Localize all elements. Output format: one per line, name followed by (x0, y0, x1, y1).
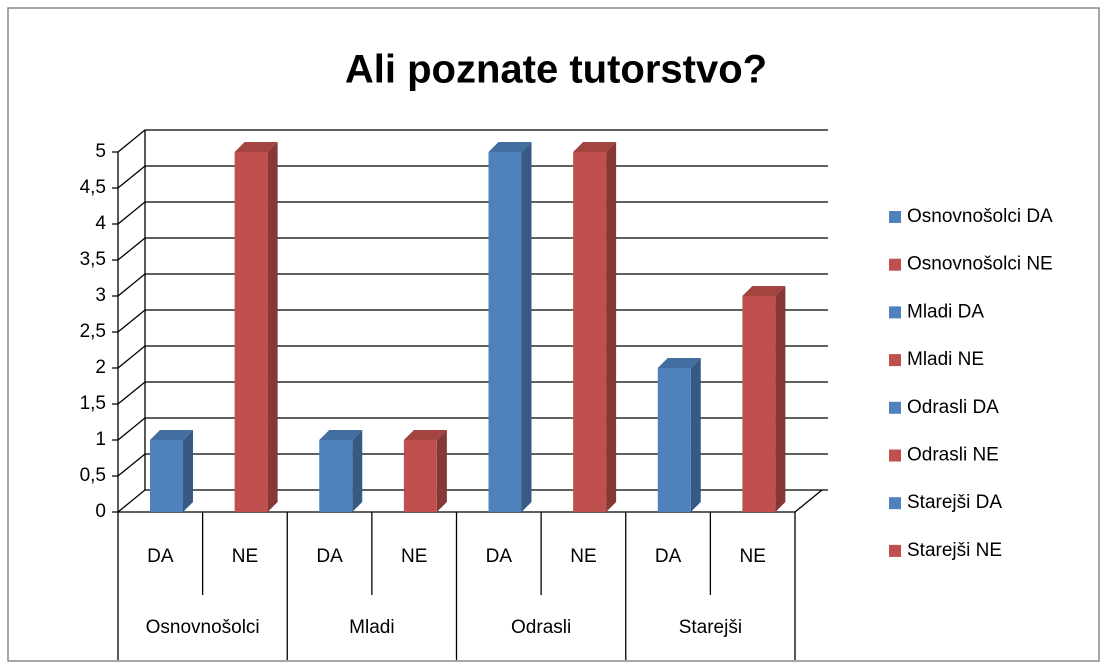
x-group-label: Mladi (349, 617, 394, 638)
bar-side (183, 430, 193, 512)
x-group-label: Starejši (679, 617, 742, 638)
y-tick-label: 1 (95, 429, 106, 450)
bar-side (267, 142, 278, 512)
legend-swatch (889, 354, 901, 367)
legend-label: Osnovnošolci DA (907, 206, 1053, 227)
x-tick-label: NE (232, 546, 258, 567)
chart-title: Ali poznate tutorstvo? (345, 48, 767, 92)
x-tick-label: NE (401, 546, 427, 567)
legend-label: Starejši DA (907, 492, 1002, 513)
x-tick-label: NE (570, 546, 596, 567)
y-tick-label: 3 (95, 285, 106, 306)
y-tick-label: 0 (95, 501, 106, 522)
grid-line (112, 237, 828, 261)
legend-swatch (889, 211, 901, 223)
bar (150, 440, 183, 512)
y-tick-label: 0,5 (80, 465, 106, 486)
legend-swatch (889, 401, 901, 414)
legend-swatch (889, 306, 901, 319)
legend-swatch (889, 497, 901, 510)
bar-top (488, 142, 532, 152)
y-tick-label: 4,5 (80, 177, 106, 198)
legend-label: Starejši NE (907, 540, 1002, 561)
grid-line (112, 129, 828, 153)
grid-line (112, 453, 828, 477)
bar-top (573, 142, 617, 152)
legend-swatch (889, 544, 901, 557)
y-tick-label: 2 (95, 357, 106, 378)
x-tick-label: DA (147, 546, 174, 567)
grid-line (112, 201, 828, 225)
bar-side (606, 142, 617, 512)
bar (742, 296, 776, 512)
x-group-label: Odrasli (511, 617, 571, 638)
bar-side (690, 358, 701, 512)
grid-line (112, 273, 828, 297)
legend-label: Osnovnošolci NE (907, 254, 1053, 275)
grid-line (112, 345, 828, 369)
chart-border (7, 7, 1100, 662)
legend-label: Odrasli NE (907, 445, 999, 466)
bar-top (319, 430, 363, 440)
bar (573, 152, 607, 512)
x-tick-label: DA (316, 546, 343, 567)
y-tick-label: 4 (95, 213, 106, 234)
bar-top (403, 430, 447, 440)
bar-side (775, 286, 786, 512)
bar-top (657, 358, 701, 368)
bar-side (521, 142, 532, 512)
y-tick-label: 2,5 (80, 321, 106, 342)
grid-line (112, 489, 828, 513)
x-group-label: Osnovnošolci (146, 617, 260, 638)
bar-top (234, 142, 278, 152)
grid-line (112, 417, 828, 441)
y-tick-label: 3,5 (80, 249, 106, 270)
y-tick-label: 1,5 (80, 393, 106, 414)
grid-line (112, 165, 828, 189)
grid-line (112, 309, 828, 333)
legend-swatch (889, 449, 901, 462)
bar (234, 152, 268, 512)
grid-line (112, 381, 828, 405)
bar-side (436, 430, 447, 512)
legend-swatch (889, 258, 901, 271)
legend-label: Odrasli DA (907, 397, 999, 418)
legend-label: Mladi NE (907, 349, 984, 370)
bar (657, 368, 691, 512)
bar-side (352, 430, 363, 512)
y-tick-label: 5 (95, 141, 106, 162)
x-tick-label: DA (486, 546, 513, 567)
bar (319, 440, 353, 512)
bar (403, 440, 437, 512)
x-tick-label: DA (655, 546, 682, 567)
bar (488, 152, 522, 512)
legend-label: Mladi DA (907, 301, 984, 322)
bar-top (150, 430, 193, 440)
x-tick-label: NE (739, 546, 765, 567)
bar-top (742, 286, 786, 296)
